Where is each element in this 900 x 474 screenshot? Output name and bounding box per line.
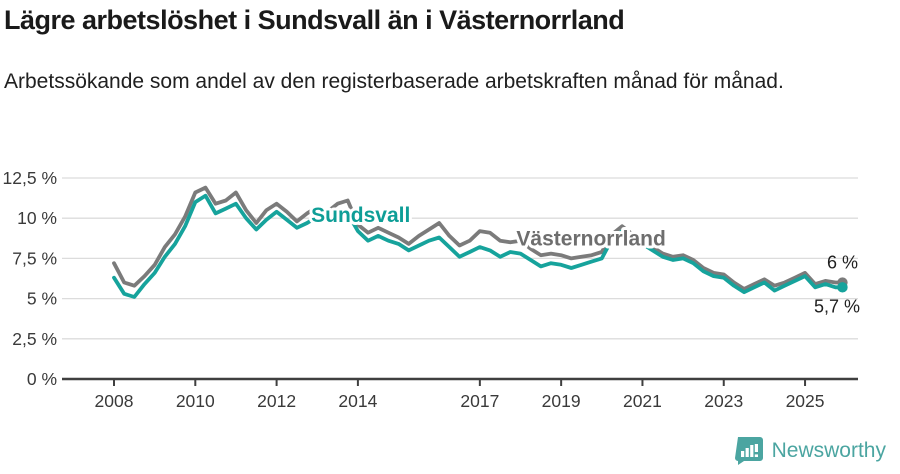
x-axis-label: 2017	[460, 391, 499, 411]
x-axis-label: 2019	[542, 391, 581, 411]
y-axis-label: 10 %	[17, 208, 57, 228]
x-axis-label: 2010	[176, 391, 215, 411]
x-axis-label: 2012	[257, 391, 296, 411]
y-axis-label: 2,5 %	[12, 329, 57, 349]
x-axis-label: 2021	[623, 391, 662, 411]
y-axis-label: 5 %	[27, 289, 57, 309]
sundsvall-end-dot	[837, 282, 848, 293]
end-label-sundsvall: 5,7 %	[814, 296, 860, 316]
series-label-sundsvall: Sundsvall	[311, 204, 410, 227]
x-axis-label: 2008	[95, 391, 134, 411]
x-axis-label: 2014	[338, 391, 377, 411]
x-axis-label: 2023	[704, 391, 743, 411]
page-subtitle: Arbetssökande som andel av den registerb…	[4, 70, 784, 93]
västernorrland-line	[112, 185, 845, 291]
page-title: Lägre arbetslöshet i Sundsvall än i Väst…	[4, 5, 625, 35]
sundsvall-line	[112, 193, 845, 299]
y-axis-label: 12,5 %	[3, 168, 57, 188]
y-axis-label: 7,5 %	[12, 248, 57, 268]
unemployment-line-chart: 2008 2010 2012 2014 2017 2019 2021 2023 2025 12,5…	[3, 168, 860, 411]
y-axis-label: 0 %	[27, 369, 57, 389]
newsworthy-logo: Newsworthy	[734, 436, 886, 466]
x-axis-label: 2025	[786, 391, 825, 411]
newsworthy-logo-text: Newsworthy	[771, 439, 886, 462]
series-label-västernorrland: Västernorrland	[516, 228, 665, 251]
newsworthy-logo-icon	[734, 437, 763, 465]
end-label-vasternorrland: 6 %	[827, 253, 858, 273]
